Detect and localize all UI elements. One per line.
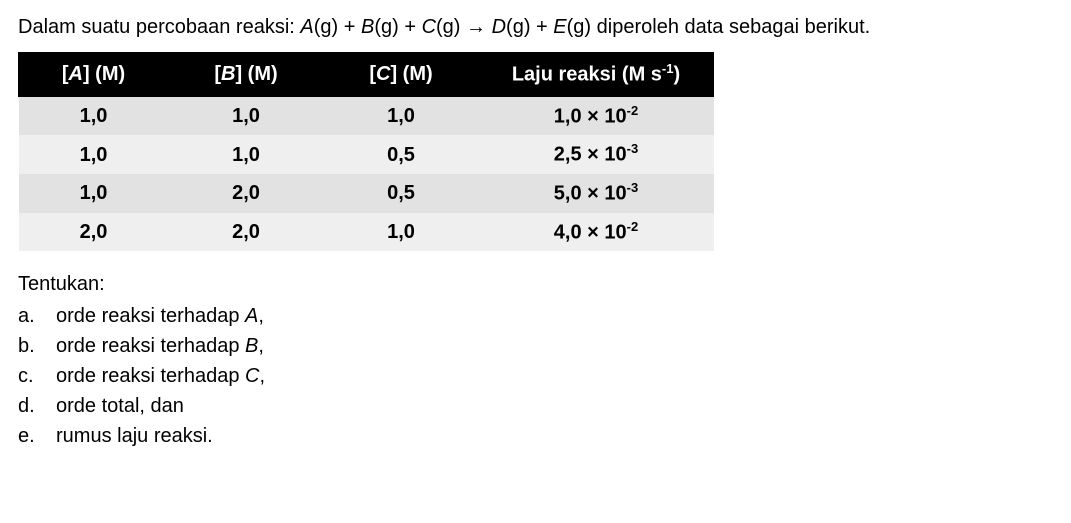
table-row: 2,0 2,0 1,0 4,0 × 10-2 [19, 213, 714, 252]
list-item: e.rumus laju reaksi. [18, 421, 1053, 451]
arrow: → [460, 16, 491, 38]
cell-a: 1,0 [19, 135, 169, 174]
plus1: + [338, 16, 361, 38]
cell-b: 2,0 [169, 174, 324, 213]
cell-b: 1,0 [169, 135, 324, 174]
item-label: a. [18, 301, 56, 331]
item-text: orde reaksi terhadap C, [56, 361, 265, 391]
cell-c: 0,5 [324, 174, 479, 213]
cell-c: 1,0 [324, 213, 479, 252]
list-item: a.orde reaksi terhadap A, [18, 301, 1053, 331]
table-row: 1,0 2,0 0,5 5,0 × 10-3 [19, 174, 714, 213]
eq-E: E [553, 16, 566, 38]
cell-rate: 1,0 × 10-2 [479, 96, 714, 135]
prompt-text: Tentukan: [18, 269, 1053, 299]
cell-rate: 5,0 × 10-3 [479, 174, 714, 213]
question-list: a.orde reaksi terhadap A, b.orde reaksi … [18, 301, 1053, 451]
cell-rate: 2,5 × 10-3 [479, 135, 714, 174]
plus3: + [531, 16, 554, 38]
table-row: 1,0 1,0 0,5 2,5 × 10-3 [19, 135, 714, 174]
data-table: [A] (M) [B] (M) [C] (M) Laju reaksi (M s… [18, 52, 714, 251]
eq-gB: (g) [374, 16, 398, 38]
eq-gD: (g) [506, 16, 530, 38]
cell-a: 2,0 [19, 213, 169, 252]
item-text: orde reaksi terhadap B, [56, 331, 264, 361]
cell-rate: 4,0 × 10-2 [479, 213, 714, 252]
intro-post: diperoleh data sebagai berikut. [591, 16, 870, 38]
intro-text: Dalam suatu percobaan reaksi: A(g) + B(g… [18, 12, 1053, 42]
cell-b: 1,0 [169, 96, 324, 135]
table-row: 1,0 1,0 1,0 1,0 × 10-2 [19, 96, 714, 135]
item-text: rumus laju reaksi. [56, 421, 213, 451]
item-label: e. [18, 421, 56, 451]
item-text: orde total, dan [56, 391, 184, 421]
col-header-a: [A] (M) [19, 53, 169, 97]
eq-C: C [422, 16, 436, 38]
eq-gA: (g) [314, 16, 338, 38]
cell-a: 1,0 [19, 96, 169, 135]
cell-a: 1,0 [19, 174, 169, 213]
eq-A: A [300, 16, 313, 38]
intro-pre: Dalam suatu percobaan reaksi: [18, 16, 300, 38]
cell-c: 1,0 [324, 96, 479, 135]
cell-b: 2,0 [169, 213, 324, 252]
eq-B: B [361, 16, 374, 38]
item-label: d. [18, 391, 56, 421]
list-item: c.orde reaksi terhadap C, [18, 361, 1053, 391]
col-header-c: [C] (M) [324, 53, 479, 97]
eq-D: D [492, 16, 506, 38]
col-header-b: [B] (M) [169, 53, 324, 97]
eq-gC: (g) [436, 16, 460, 38]
table-header-row: [A] (M) [B] (M) [C] (M) Laju reaksi (M s… [19, 53, 714, 97]
col-header-rate: Laju reaksi (M s-1) [479, 53, 714, 97]
eq-gE: (g) [567, 16, 591, 38]
plus2: + [399, 16, 422, 38]
list-item: d.orde total, dan [18, 391, 1053, 421]
item-label: c. [18, 361, 56, 391]
item-text: orde reaksi terhadap A, [56, 301, 264, 331]
list-item: b.orde reaksi terhadap B, [18, 331, 1053, 361]
item-label: b. [18, 331, 56, 361]
cell-c: 0,5 [324, 135, 479, 174]
